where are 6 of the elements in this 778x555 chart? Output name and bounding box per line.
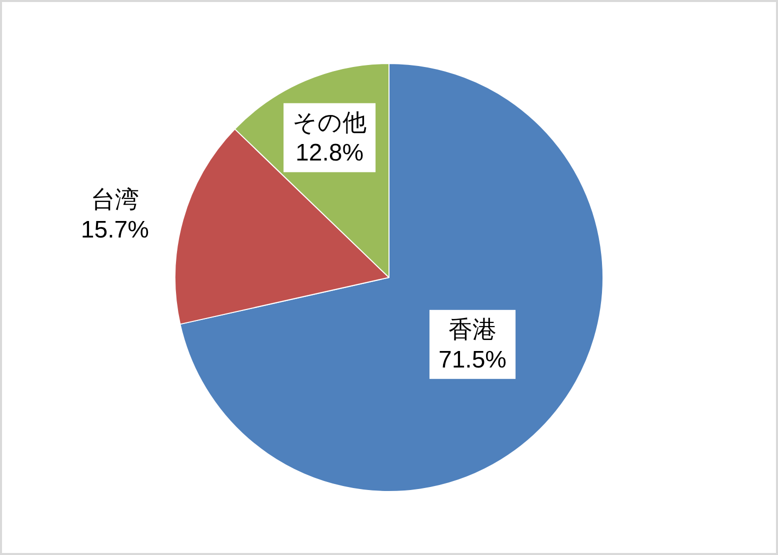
data-label: 71.5%	[438, 346, 507, 373]
slice-label: その他	[292, 109, 367, 136]
data-label: 15.7%	[80, 216, 149, 244]
slice-label: 香港	[448, 316, 497, 343]
slice-label: 台湾	[90, 186, 139, 214]
data-label: 12.8%	[296, 139, 364, 166]
